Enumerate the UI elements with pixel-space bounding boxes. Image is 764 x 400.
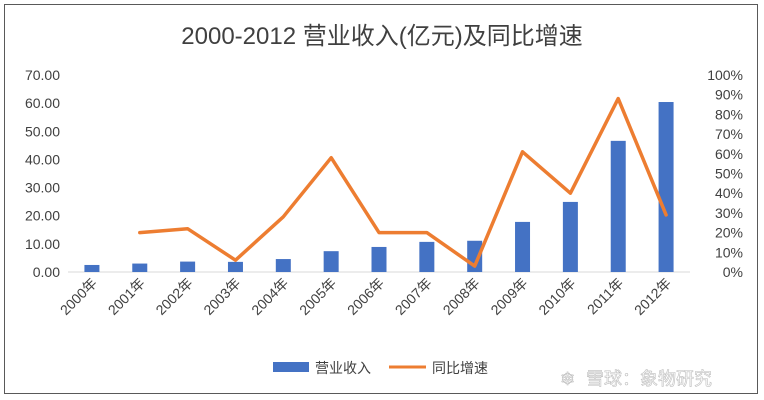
right-axis-tick-label: 10% — [715, 244, 743, 260]
left-axis-tick-label: 70.00 — [25, 67, 60, 83]
x-axis-tick-label: 2002年 — [152, 275, 195, 318]
left-axis-tick-label: 40.00 — [25, 151, 60, 167]
growth-point-2006年 — [378, 232, 380, 234]
growth-point-2005年 — [330, 157, 332, 159]
x-axis-tick-label: 2007年 — [392, 275, 435, 318]
legend-bar-label: 营业收入 — [315, 361, 371, 377]
x-axis-tick-label: 2009年 — [487, 275, 530, 318]
right-axis-tick-label: 50% — [715, 166, 743, 182]
bar-2006年 — [371, 246, 387, 272]
left-axis-tick-label: 0.00 — [33, 264, 60, 280]
right-axis-tick-label: 40% — [715, 185, 743, 201]
legend-line-label: 同比增速 — [432, 361, 488, 377]
right-axis-tick-label: 90% — [715, 87, 743, 103]
growth-point-2001年 — [139, 232, 141, 234]
growth-point-2008年 — [474, 265, 476, 267]
growth-point-2004年 — [282, 216, 284, 218]
growth-line — [138, 96, 668, 268]
right-axis-tick-label: 80% — [715, 106, 743, 122]
x-axis-tick-label: 2005年 — [296, 275, 339, 318]
growth-point-2010年 — [569, 192, 571, 194]
x-axis-tick-label: 2012年 — [631, 275, 674, 318]
bar-2012年 — [658, 102, 674, 272]
legend: 营业收入 同比增速 — [273, 361, 488, 377]
x-axis-tick-label: 2008年 — [440, 275, 483, 318]
bar-2007年 — [419, 241, 435, 272]
watermark: ❄ 雪球：象物研究 — [560, 369, 713, 391]
line-series — [138, 96, 668, 268]
x-axis-tick-label: 2006年 — [344, 275, 387, 318]
x-axis-tick-label: 2000年 — [57, 275, 100, 318]
left-axis-tick-label: 20.00 — [25, 208, 60, 224]
bar-2000年 — [84, 264, 100, 272]
right-axis-tick-label: 60% — [715, 146, 743, 162]
bar-series — [84, 102, 674, 272]
left-axis-tick-label: 30.00 — [25, 180, 60, 196]
watermark-text: 雪球：象物研究 — [586, 369, 712, 390]
bar-2011年 — [610, 140, 626, 272]
growth-point-2007年 — [426, 232, 428, 234]
growth-point-2009年 — [522, 151, 524, 153]
chart-frame — [4, 4, 758, 394]
right-axis-tick-label: 70% — [715, 126, 743, 142]
x-axis-tick-label: 2003年 — [200, 275, 243, 318]
bar-2009年 — [515, 221, 531, 272]
bar-2003年 — [227, 261, 243, 272]
bar-2004年 — [275, 259, 291, 272]
left-axis-tick-label: 60.00 — [25, 95, 60, 111]
bar-2010年 — [562, 201, 578, 272]
x-axis-tick-label: 2004年 — [248, 275, 291, 318]
x-axis-ticks: 2000年 2001年 2002年 2003年 2004年 2005年 2006年 2007年… — [57, 275, 674, 318]
right-axis-tick-label: 30% — [715, 205, 743, 221]
growth-point-2011年 — [617, 98, 619, 100]
bar-2001年 — [132, 263, 148, 272]
legend-bar-swatch — [273, 362, 309, 372]
bar-2002年 — [180, 261, 196, 272]
growth-point-2002年 — [187, 228, 189, 230]
right-axis-tick-label: 0% — [723, 264, 743, 280]
right-axis-ticks: 0% 10% 20% 30% 40% 50% 60% 70% 80% 90% 100% — [707, 67, 743, 280]
growth-point-2003年 — [234, 259, 236, 261]
right-axis-tick-label: 100% — [707, 67, 743, 83]
right-axis-tick-label: 20% — [715, 225, 743, 241]
watermark-logo-icon: ❄ — [560, 369, 575, 390]
left-axis-tick-label: 50.00 — [25, 123, 60, 139]
growth-point-2012年 — [665, 214, 667, 216]
left-axis-ticks: 0.00 10.00 20.00 30.00 40.00 50.00 60.00 70.00 — [25, 67, 60, 280]
bar-2005年 — [323, 251, 339, 272]
x-axis-tick-label: 2001年 — [105, 275, 148, 318]
x-axis-tick-label: 2011年 — [584, 275, 627, 318]
left-axis-tick-label: 10.00 — [25, 236, 60, 252]
chart-title: 2000-2012 营业收入(亿元)及同比增速 — [181, 23, 582, 50]
x-axis-tick-label: 2010年 — [535, 275, 578, 318]
